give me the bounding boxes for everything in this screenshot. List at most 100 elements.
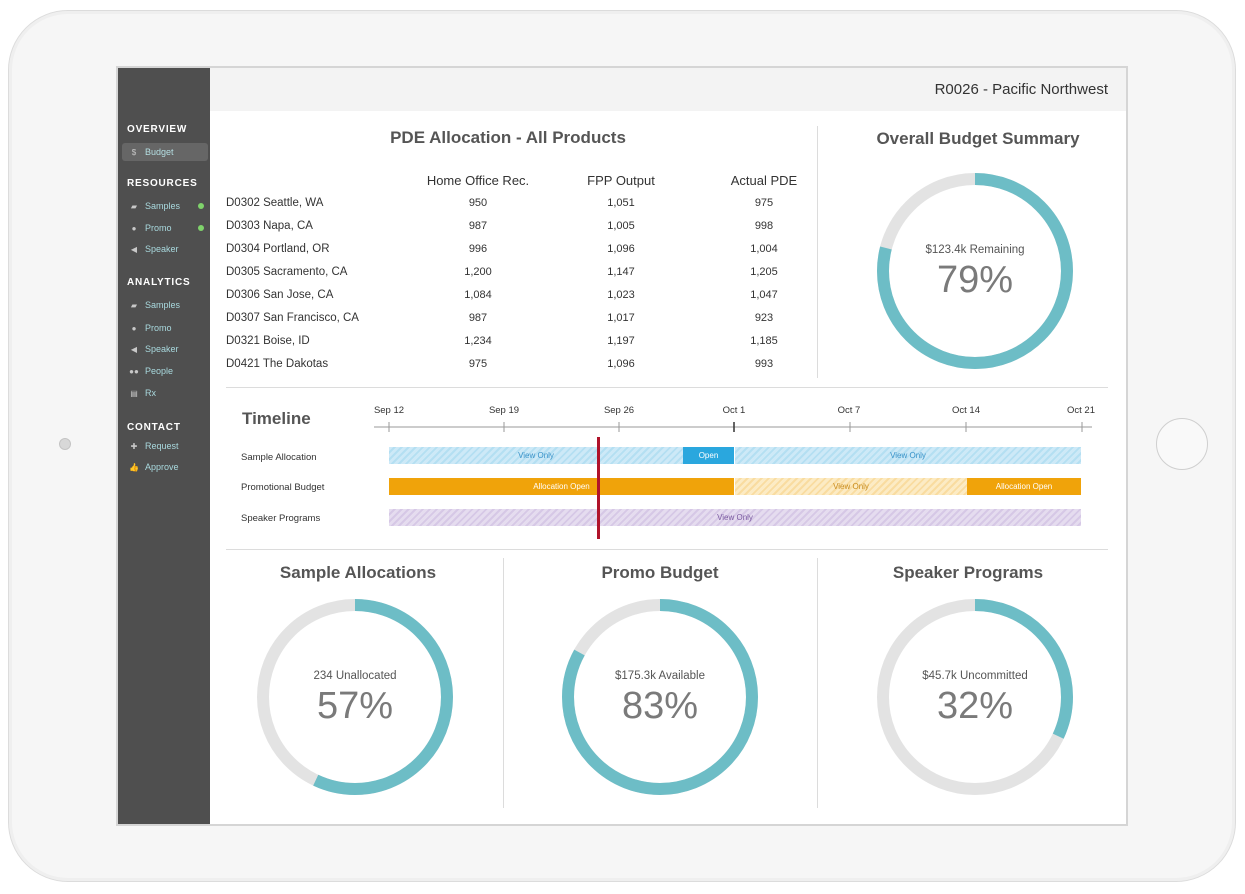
speaker-programs-title: Speaker Programs <box>892 563 1044 582</box>
sidebar-item-label: Request <box>145 441 179 451</box>
donut-fill <box>877 599 1073 795</box>
region-title: R0026 - Pacific Northwest <box>934 81 1108 98</box>
table-header-region <box>226 169 402 191</box>
table-header-actual-pde: Actual PDE <box>730 172 798 188</box>
actual-pde-value: 998 <box>754 219 774 232</box>
divider-vertical-left <box>503 558 504 808</box>
thumbs-up-icon: 👍 <box>129 463 139 472</box>
timeline-bar-view-only[interactable]: View Only <box>735 447 1081 464</box>
donut-chart <box>562 599 758 795</box>
table-row: D0321 Boise, ID 1,234 1,197 1,185 <box>226 329 840 352</box>
promo-budget-donut: $175.3k Available 83% <box>560 597 760 797</box>
actual-pde-value: 923 <box>754 311 774 324</box>
district-name: D0307 San Francisco, CA <box>226 311 359 324</box>
promo-budget-title: Promo Budget <box>601 563 719 582</box>
timeline-bar-open[interactable]: Open <box>683 447 734 464</box>
timeline-title: Timeline <box>242 409 311 428</box>
sidebar: OVERVIEW $ Budget RESOURCES ▰ Samples ● Pro… <box>118 68 210 824</box>
document-icon: ▤ <box>130 389 138 398</box>
megaphone-icon: ◀ <box>130 345 138 354</box>
donut-chart <box>877 599 1073 795</box>
actual-pde-value: 975 <box>754 196 774 209</box>
sidebar-section-overview: OVERVIEW <box>127 124 188 135</box>
sidebar-item-resources-samples[interactable]: ▰ Samples <box>122 197 208 215</box>
sidebar-item-label: Speaker <box>145 344 179 354</box>
table-row: D0307 San Francisco, CA 987 1,017 923 <box>226 306 840 329</box>
fpp-output-value: 1,023 <box>607 288 635 301</box>
district-name: D0304 Portland, OR <box>226 242 330 255</box>
timeline-bar-view-only[interactable]: View Only <box>735 478 967 495</box>
sidebar-section-analytics: ANALYTICS <box>127 277 191 288</box>
timeline-bar-view-only[interactable]: View Only <box>389 447 683 464</box>
table-row: D0304 Portland, OR 996 1,096 1,004 <box>226 237 840 260</box>
person-icon: ● <box>131 324 137 333</box>
briefcase-icon: ▰ <box>130 202 138 211</box>
sidebar-item-budget[interactable]: $ Budget <box>122 143 208 161</box>
fpp-output-value: 1,197 <box>607 334 635 347</box>
fpp-output-value: 1,017 <box>607 311 635 324</box>
home-office-value: 987 <box>468 311 488 324</box>
sidebar-item-label: Promo <box>145 323 172 333</box>
donut-percent: 32% <box>936 685 1014 727</box>
divider-horizontal-bottom <box>226 549 1108 550</box>
sidebar-section-contact: CONTACT <box>127 422 181 433</box>
donut-fill <box>257 599 453 795</box>
home-office-value: 950 <box>468 196 488 209</box>
district-name: D0303 Napa, CA <box>226 219 313 232</box>
sidebar-item-approve[interactable]: 👍 Approve <box>122 458 208 476</box>
sidebar-item-analytics-promo[interactable]: ● Promo <box>122 319 208 337</box>
sidebar-item-resources-promo[interactable]: ● Promo <box>122 219 208 237</box>
actual-pde-value: 1,205 <box>750 265 778 278</box>
donut-percent: 57% <box>316 685 394 727</box>
district-name: D0321 Boise, ID <box>226 334 310 347</box>
timeline-axis <box>374 422 1092 432</box>
dollar-icon: $ <box>131 148 137 157</box>
briefcase-icon: ▰ <box>130 301 138 310</box>
home-button[interactable] <box>1156 418 1208 470</box>
timeline-row-label: Speaker Programs <box>241 513 321 524</box>
sidebar-item-analytics-people[interactable]: ●● People <box>122 362 208 380</box>
district-name: D0305 Sacramento, CA <box>226 265 348 278</box>
timeline-date: Sep 19 <box>488 405 520 416</box>
sidebar-item-request[interactable]: ✚ Request <box>122 437 208 455</box>
sidebar-item-label: Rx <box>145 388 156 398</box>
table-header-home-office: Home Office Rec. <box>426 172 530 188</box>
fpp-output-value: 1,051 <box>607 196 635 209</box>
sidebar-item-label: Approve <box>145 462 179 472</box>
status-dot <box>198 225 204 231</box>
donut-fill <box>562 599 758 795</box>
timeline-date: Oct 1 <box>722 405 746 416</box>
sidebar-item-analytics-speaker[interactable]: ◀ Speaker <box>122 340 208 358</box>
today-marker <box>597 437 600 539</box>
timeline-row-label: Sample Allocation <box>241 452 317 463</box>
fpp-output-value: 1,096 <box>607 357 635 370</box>
timeline-bar-allocation-open[interactable]: Allocation Open <box>389 478 734 495</box>
home-office-value: 996 <box>468 242 488 255</box>
timeline-date: Oct 7 <box>837 405 861 416</box>
sidebar-item-analytics-samples[interactable]: ▰ Samples <box>122 296 208 314</box>
timeline-bar-allocation-open[interactable]: Allocation Open <box>967 478 1081 495</box>
table-row: D0421 The Dakotas 975 1,096 993 <box>226 352 840 375</box>
actual-pde-value: 993 <box>754 357 774 370</box>
sample-allocations-donut: 234 Unallocated 57% <box>255 597 455 797</box>
sidebar-item-label: Samples <box>145 201 181 211</box>
people-icon: ●● <box>129 367 139 376</box>
donut-percent: 83% <box>621 685 699 727</box>
district-name: D0306 San Jose, CA <box>226 288 334 301</box>
status-dot <box>198 203 204 209</box>
camera-dot <box>59 438 71 450</box>
sidebar-item-analytics-rx[interactable]: ▤ Rx <box>122 384 208 402</box>
timeline-bar-view-only[interactable]: View Only <box>389 509 1081 526</box>
plus-icon: ✚ <box>130 442 138 451</box>
table-row: D0303 Napa, CA 987 1,005 998 <box>226 214 840 237</box>
district-name: D0421 The Dakotas <box>226 357 329 370</box>
timeline-date: Sep 26 <box>603 405 635 416</box>
app-screen: OVERVIEW $ Budget RESOURCES ▰ Samples ● Pro… <box>116 66 1128 826</box>
table-row: D0302 Seattle, WA 950 1,051 975 <box>226 191 840 214</box>
actual-pde-value: 1,047 <box>750 288 778 301</box>
donut-caption: $123.4k Remaining <box>925 244 1025 256</box>
home-office-value: 1,084 <box>464 288 492 301</box>
timeline-date: Oct 14 <box>952 405 980 416</box>
sidebar-item-resources-speaker[interactable]: ◀ Speaker <box>122 240 208 258</box>
home-office-value: 987 <box>468 219 488 232</box>
